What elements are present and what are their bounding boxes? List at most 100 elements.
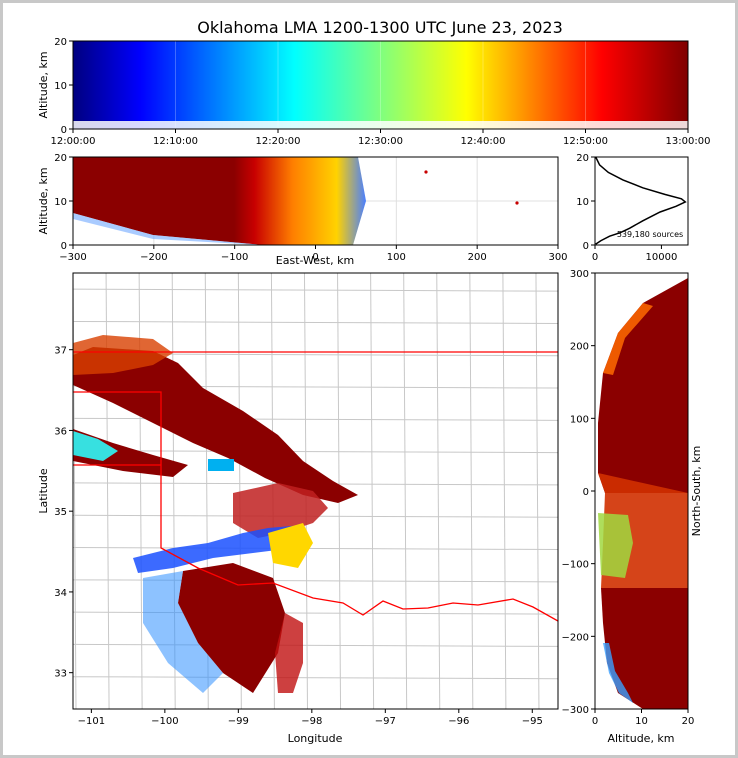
map-tick-label: −101 [78, 716, 105, 727]
map-sources-south-fringe [143, 571, 223, 693]
time-tick-label: 12:00:00 [51, 136, 96, 147]
map-sources-northwest-fringe [73, 335, 173, 375]
time-ytick-label: 20 [54, 37, 67, 48]
hist-ytick-label: 10 [576, 197, 589, 208]
county-line [535, 273, 540, 709]
ns-ytick-label: −100 [562, 560, 589, 571]
map-tick-label: −96 [448, 716, 469, 727]
map-tick-label: −97 [375, 716, 396, 727]
map-tick-label: −95 [522, 716, 543, 727]
time-ytick-label: 10 [54, 81, 67, 92]
hist-tick-label: 0 [592, 252, 598, 263]
oklahoma-panhandle-border [73, 391, 558, 622]
east-west-ylabel: Altitude, km [37, 167, 50, 234]
ns-ytick-label: 0 [583, 487, 589, 498]
map-sources-central [233, 483, 328, 538]
hist-ytick-label: 0 [583, 241, 589, 252]
map-ytick-label: 36 [54, 426, 67, 437]
time-tick-label: 12:20:00 [256, 136, 301, 147]
map-ytick-label: 37 [54, 346, 67, 357]
county-line [73, 320, 558, 324]
altitude-histogram-panel: 0 10000 0 10 20 539,180 sources [576, 153, 689, 263]
map-tick-label: −100 [151, 716, 178, 727]
ns-ytick-label: 100 [570, 414, 589, 425]
county-line [403, 273, 408, 709]
ns-sources-northern-fringe [603, 303, 653, 375]
map-ytick-label: 33 [54, 669, 67, 680]
hist-ytick-label: 20 [576, 153, 589, 164]
lma-figure: Oklahoma LMA 1200-1300 UTC June 23, 2023… [37, 18, 710, 745]
east-west-sources [73, 157, 366, 245]
ew-tick-label: −200 [140, 252, 167, 263]
map-sources-west-cyan [73, 431, 118, 461]
ns-xlabel: Altitude, km [607, 732, 674, 745]
county-line [469, 273, 474, 709]
east-west-outlier-1 [424, 170, 428, 174]
ew-tick-label: −300 [59, 252, 86, 263]
map-sources-blue-band [133, 525, 303, 573]
ns-ytick-label: −200 [562, 632, 589, 643]
county-line [73, 450, 558, 454]
ew-tick-label: 200 [468, 252, 487, 263]
ns-tick-label: 20 [682, 716, 695, 727]
map-sources-north-band [73, 347, 358, 503]
county-line [73, 547, 558, 551]
ns-sources-middle-cyan [598, 513, 633, 578]
map-sources-yellow [268, 523, 313, 568]
map-sources-southeast-tail [275, 613, 303, 693]
time-tick-label: 12:30:00 [358, 136, 403, 147]
county-line [73, 643, 558, 647]
time-altitude-ylabel: Altitude, km [37, 51, 50, 118]
plan-view-map-panel: −101 −100 −99 −98 −97 −96 −95 33 34 35 36 37 Longit… [37, 272, 559, 745]
ns-ytick-label: 200 [570, 342, 589, 353]
ns-ytick-label: 300 [570, 269, 589, 280]
source-count-annotation: 539,180 sources [617, 230, 683, 239]
hist-tick-label: 10000 [646, 252, 678, 263]
altitude-north-south-panel: 0 10 20 −300 −200 −100 0 100 200 300 Altitude, km… [562, 269, 703, 745]
east-west-cloud-base [73, 213, 263, 245]
map-ytick-label: 35 [54, 507, 67, 518]
county-line [73, 676, 558, 680]
east-west-panel: −300 −200 −100 0 100 200 300 0 10 20 East-West, k… [37, 153, 568, 267]
county-line [436, 273, 441, 709]
ew-ytick-label: 10 [54, 197, 67, 208]
county-line [370, 273, 375, 709]
county-line [502, 273, 507, 709]
time-ytick-label: 0 [61, 125, 67, 136]
time-tick-label: 13:00:00 [666, 136, 711, 147]
lightning-sources-map [73, 335, 358, 693]
ew-tick-label: 100 [387, 252, 406, 263]
ew-tick-label: −100 [221, 252, 248, 263]
ew-ytick-label: 20 [54, 153, 67, 164]
map-sources-south-core [178, 563, 285, 693]
ns-sources-southern-lobe [601, 588, 688, 709]
time-altitude-gap [73, 121, 688, 129]
altitude-histogram-line [595, 156, 687, 245]
ns-tick-label: 0 [592, 716, 598, 727]
county-line [73, 288, 558, 292]
east-west-xlabel: East-West, km [276, 254, 354, 267]
time-tick-label: 12:50:00 [563, 136, 608, 147]
map-tick-label: −98 [301, 716, 322, 727]
chart-title: Oklahoma LMA 1200-1300 UTC June 23, 2023 [197, 18, 563, 37]
east-west-outlier-2 [515, 201, 519, 205]
ns-ylabel: North-South, km [690, 446, 703, 537]
ew-tick-label: 300 [548, 252, 567, 263]
county-borders [73, 273, 558, 709]
ns-ytick-label: −300 [562, 705, 589, 716]
map-sources-cyan-blob [208, 459, 234, 471]
ew-tick-label: 0 [312, 252, 318, 263]
map-ylabel: Latitude [37, 468, 50, 514]
time-altitude-panel: 12:00:00 12:10:00 12:20:00 12:30:00 12:40:00… [37, 37, 710, 147]
ns-tick-label: 10 [635, 716, 648, 727]
map-ytick-label: 34 [54, 588, 67, 599]
ns-sources-southern-fringe [603, 643, 633, 703]
plan-view-map-axes [72, 272, 559, 710]
ew-ytick-label: 0 [61, 241, 67, 252]
map-xlabel: Longitude [288, 732, 343, 745]
time-tick-label: 12:40:00 [461, 136, 506, 147]
figure-frame: Oklahoma LMA 1200-1300 UTC June 23, 2023… [3, 3, 735, 755]
time-altitude-sources [73, 41, 688, 129]
map-tick-label: −99 [228, 716, 249, 727]
time-tick-label: 12:10:00 [153, 136, 198, 147]
